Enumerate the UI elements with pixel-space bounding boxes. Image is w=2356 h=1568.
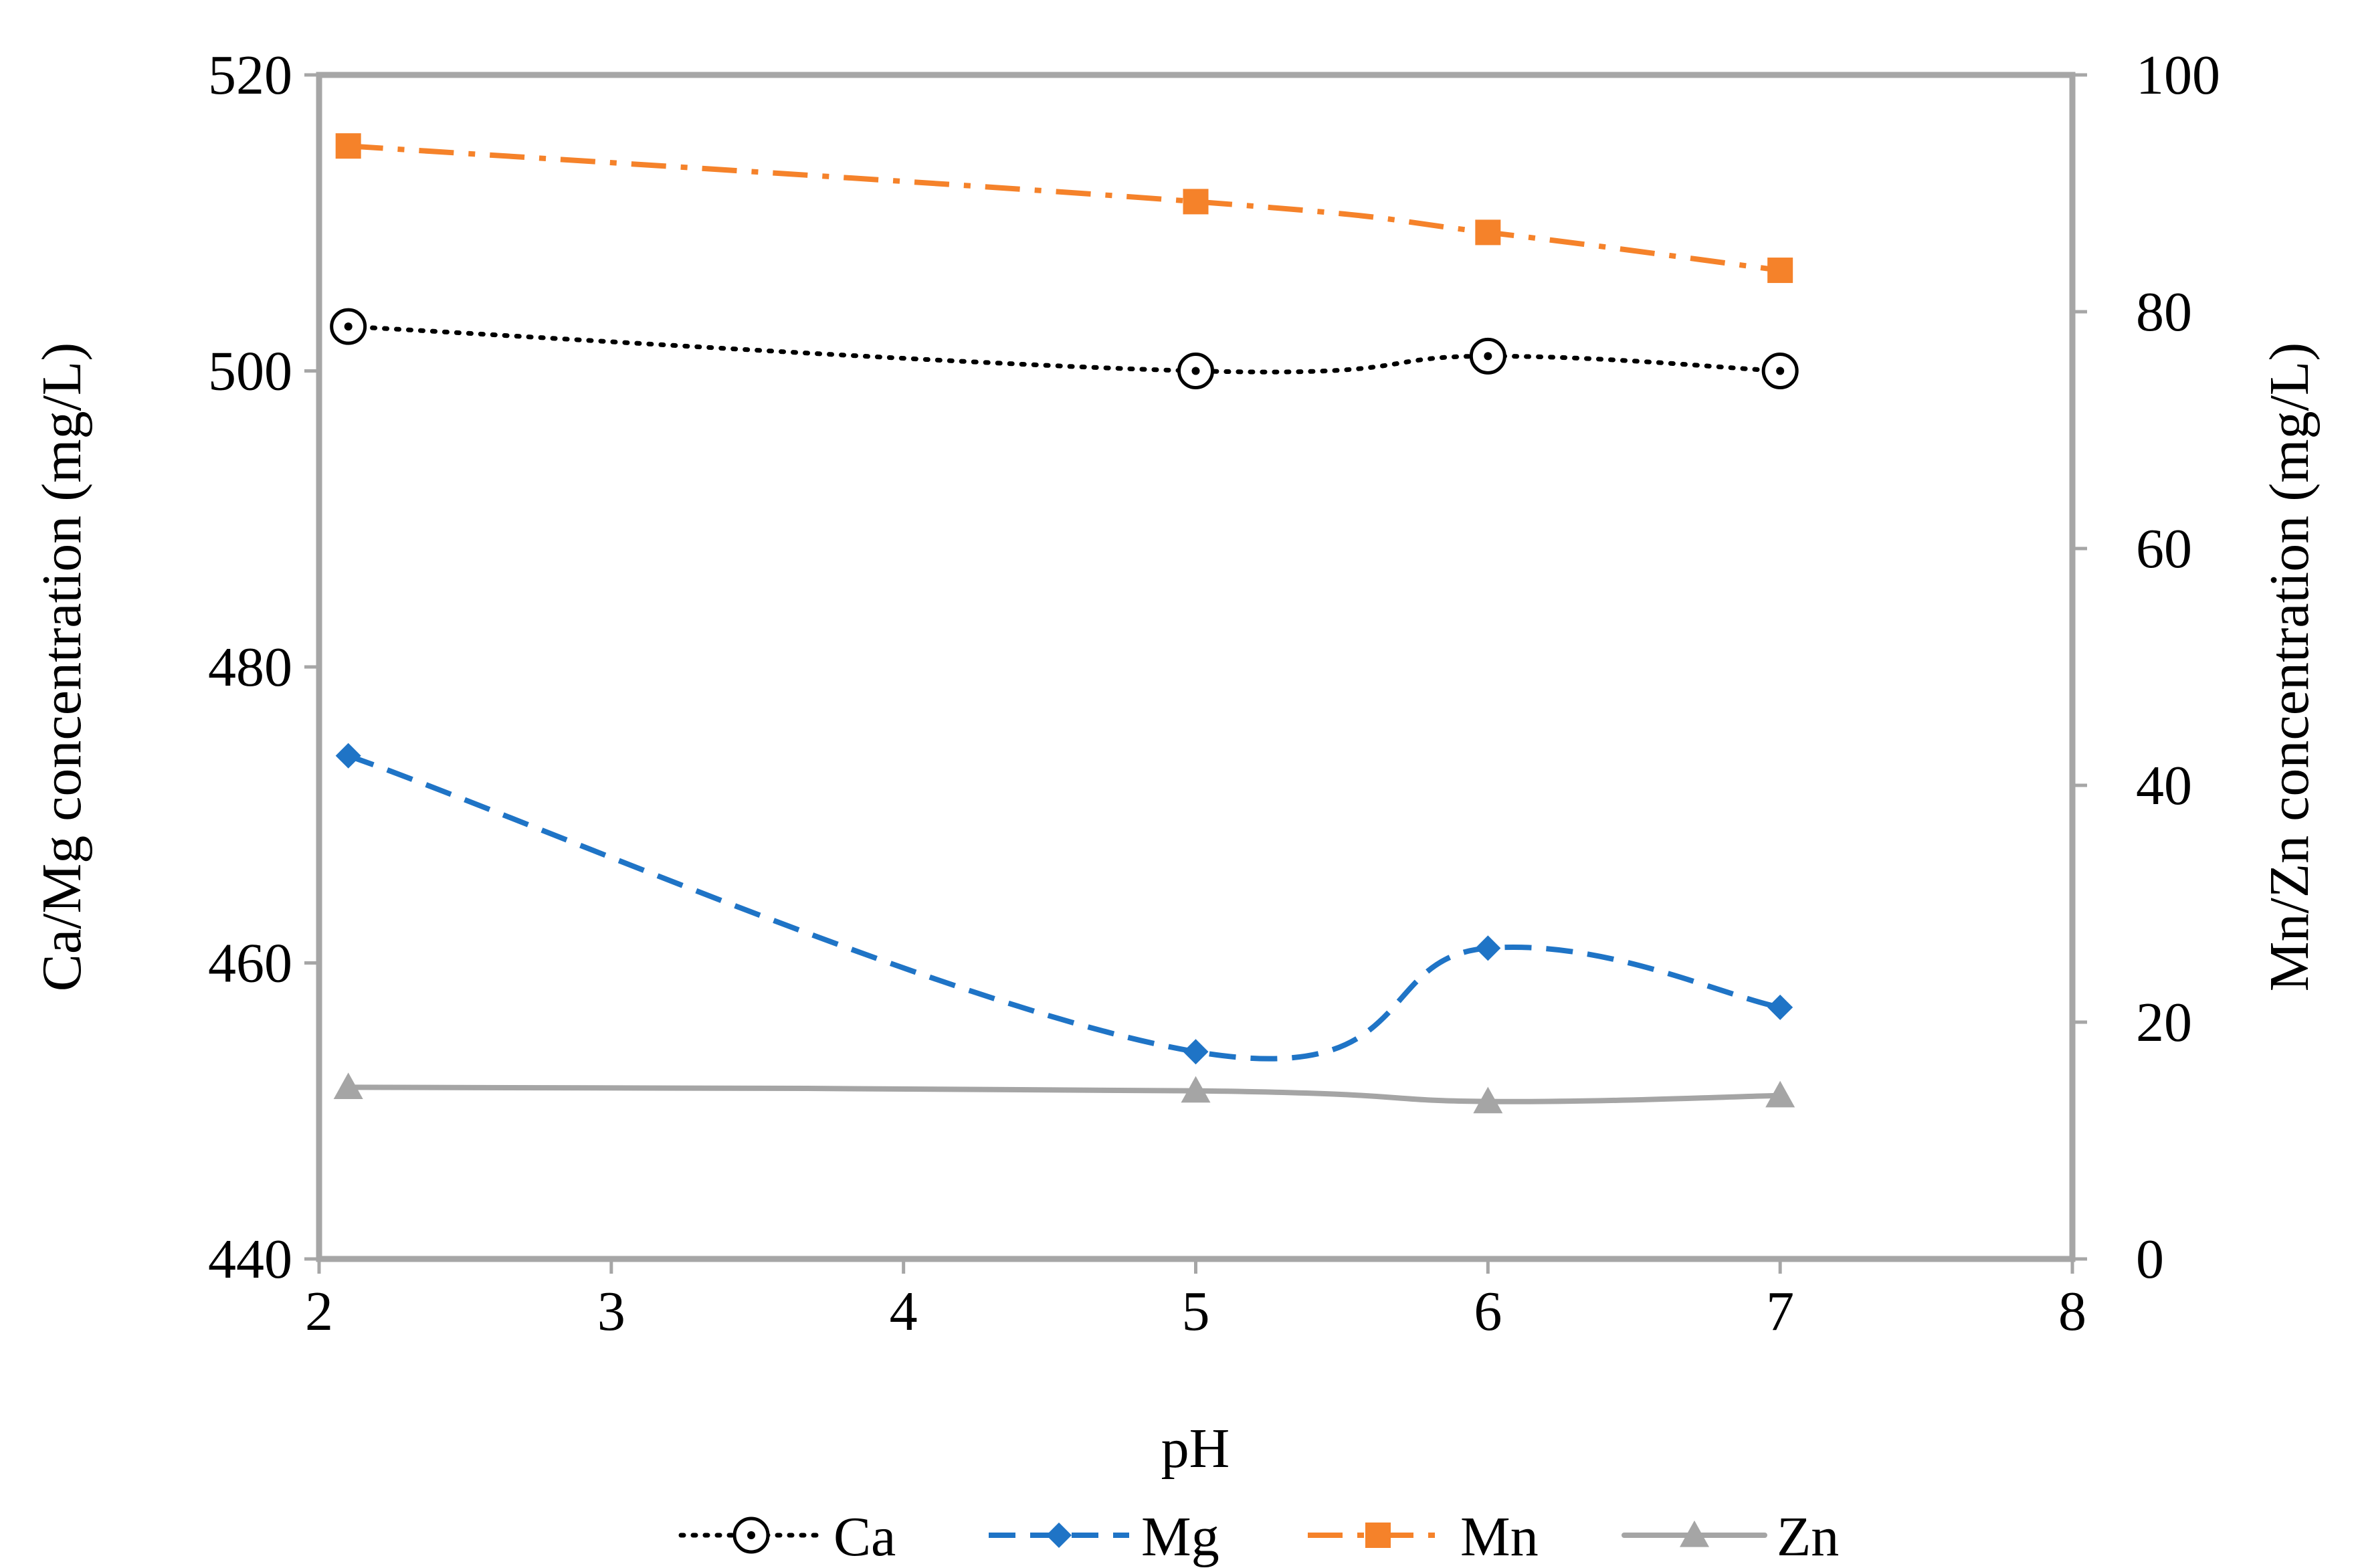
y-axis-left-title: Ca/Mg concentration (mg/L) — [31, 342, 93, 991]
data-point-ca — [1177, 353, 1214, 389]
x-tick-label: 4 — [890, 1280, 918, 1343]
data-point-ca — [1761, 353, 1799, 389]
y-axis-right-title: Mn/Zn concentration (mg/L) — [2258, 342, 2321, 991]
data-point-ca-dot — [1484, 352, 1492, 361]
data-point-mn — [335, 133, 361, 159]
x-tick-label: 5 — [1182, 1280, 1210, 1343]
data-point-mn — [1183, 189, 1209, 215]
data-point-zn — [1765, 1080, 1795, 1108]
x-tick-label: 6 — [1474, 1280, 1502, 1343]
y-axis-right-ticks: 0 20 40 60 80 100 — [2072, 44, 2220, 1290]
y2-tick-label: 40 — [2136, 755, 2192, 817]
y2-tick-label: 20 — [2136, 991, 2192, 1054]
legend-item-ca: Ca — [678, 1506, 896, 1568]
data-point-zn — [1473, 1086, 1503, 1114]
data-point-ca-dot — [1776, 367, 1785, 375]
series-line-mg — [347, 753, 1781, 1062]
x-axis-ticks: 2 3 4 5 6 7 8 — [305, 1259, 2086, 1343]
data-point-mn — [1475, 219, 1501, 246]
y-tick-label: 440 — [208, 1228, 292, 1290]
data-point-mg — [1767, 994, 1793, 1020]
x-tick-label: 2 — [305, 1280, 333, 1343]
y-tick-label: 480 — [208, 636, 292, 698]
series-lines — [345, 143, 1783, 1104]
data-point-mn — [1767, 258, 1793, 284]
legend-item-mg: Mg — [989, 1506, 1219, 1568]
y-tick-label: 500 — [208, 340, 292, 403]
series-line-zn — [345, 1084, 1783, 1104]
y-tick-label: 520 — [208, 44, 292, 106]
data-point-zn — [1181, 1076, 1211, 1103]
legend-marker-ca-dot — [747, 1531, 755, 1539]
legend-label-ca: Ca — [833, 1506, 896, 1568]
data-point-ca — [1469, 337, 1506, 375]
x-axis-title: pH — [1161, 1417, 1230, 1480]
x-tick-label: 8 — [2058, 1280, 2086, 1343]
series-line-mn — [348, 143, 1781, 274]
legend: Ca Mg Mn Zn — [678, 1506, 1839, 1568]
legend-marker-mg — [1046, 1523, 1072, 1548]
x-tick-label: 7 — [1766, 1280, 1794, 1343]
series-line-ca — [346, 324, 1783, 375]
legend-label-mg: Mg — [1141, 1506, 1219, 1568]
legend-label-mn: Mn — [1460, 1506, 1539, 1568]
y2-tick-label: 80 — [2136, 281, 2192, 343]
y2-tick-label: 60 — [2136, 518, 2192, 580]
y-tick-label: 460 — [208, 933, 292, 995]
data-point-mg — [1183, 1039, 1209, 1065]
legend-item-zn: Zn — [1622, 1506, 1839, 1568]
legend-marker-ca — [732, 1516, 770, 1554]
y-axis-left-ticks: 440 460 480 500 520 — [208, 44, 319, 1290]
y2-tick-label: 100 — [2136, 44, 2220, 106]
data-point-mg — [335, 743, 361, 769]
legend-item-mn: Mn — [1308, 1506, 1539, 1568]
data-point-ca — [330, 308, 367, 345]
legend-marker-zn — [1680, 1521, 1709, 1547]
legend-marker-mn — [1365, 1523, 1391, 1548]
data-point-mg — [1475, 935, 1501, 961]
x-tick-label: 3 — [597, 1280, 625, 1343]
series-markers — [330, 133, 1799, 1114]
data-point-ca-dot — [344, 322, 353, 331]
y2-tick-label: 0 — [2136, 1228, 2164, 1290]
legend-label-zn: Zn — [1777, 1506, 1839, 1568]
data-point-ca-dot — [1191, 367, 1200, 375]
data-point-zn — [333, 1072, 363, 1099]
